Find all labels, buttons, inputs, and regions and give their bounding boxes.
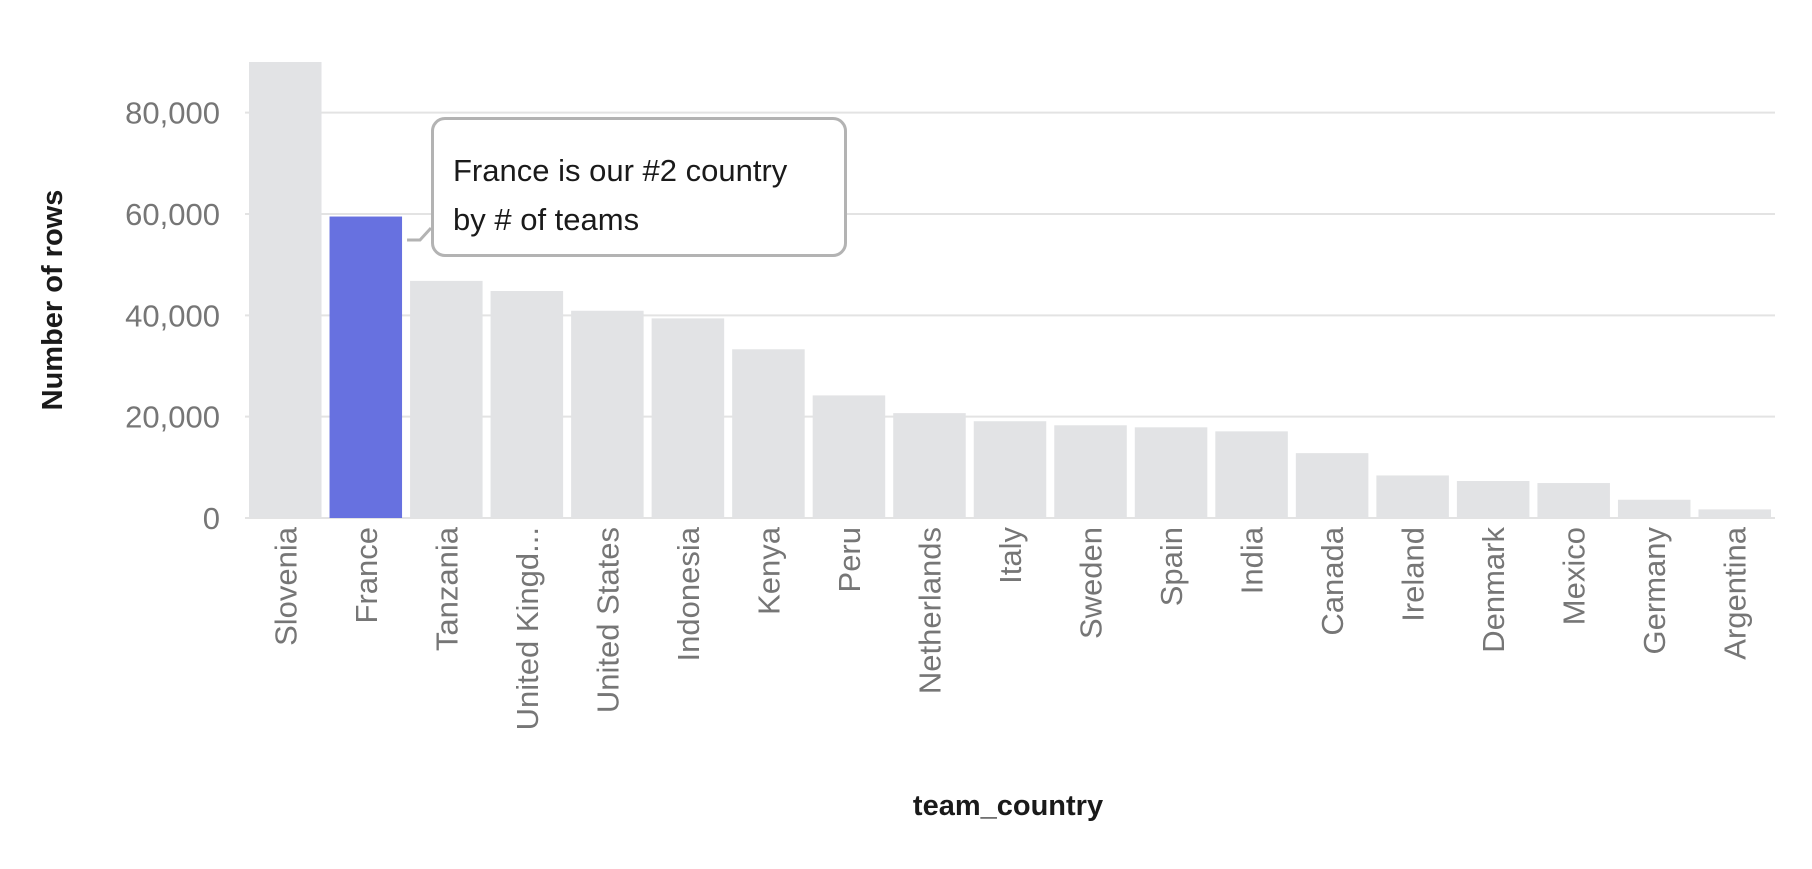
annotation-text: France is our #2 country by # of teams <box>453 153 788 237</box>
x-tick-label: Denmark <box>1476 527 1511 653</box>
bar[interactable] <box>249 62 322 518</box>
bar[interactable] <box>571 310 644 518</box>
x-tick-label: Kenya <box>751 526 786 615</box>
bars <box>249 62 1771 519</box>
x-tick-label: Germany <box>1637 527 1672 655</box>
bar[interactable] <box>1698 509 1771 518</box>
bar[interactable] <box>1617 499 1691 518</box>
bar[interactable] <box>1215 431 1288 518</box>
y-tick-label: 80,000 <box>125 96 220 131</box>
x-tick-label: Italy <box>993 527 1028 584</box>
bar[interactable] <box>1295 453 1369 518</box>
x-tick-label: Sweden <box>1074 527 1109 639</box>
bar[interactable] <box>1456 481 1530 518</box>
y-tick-label: 20,000 <box>125 400 220 435</box>
x-tick-label: Spain <box>1154 527 1189 606</box>
bar[interactable] <box>410 280 483 518</box>
x-tick-label: Netherlands <box>912 527 947 694</box>
x-tick-label: India <box>1235 526 1270 594</box>
bar[interactable] <box>651 318 725 518</box>
annotation-connector-line <box>407 226 433 242</box>
bar[interactable] <box>1054 425 1127 518</box>
bar[interactable] <box>1376 475 1449 518</box>
y-axis-title: Number of rows <box>37 190 69 411</box>
x-tick-label: Argentina <box>1718 526 1753 659</box>
x-tick-label: Tanzania <box>429 526 464 651</box>
x-tick-label: France <box>349 527 384 623</box>
bar[interactable] <box>893 413 966 518</box>
x-axis-title: team_country <box>913 790 1103 822</box>
x-tick-label: United States <box>590 527 625 713</box>
x-tick-label: Mexico <box>1557 527 1592 625</box>
bar[interactable] <box>812 395 886 518</box>
annotation-connector <box>407 226 433 242</box>
bar-highlighted[interactable] <box>329 216 403 519</box>
bar[interactable] <box>732 349 805 518</box>
bar[interactable] <box>973 421 1047 518</box>
bar[interactable] <box>1537 483 1610 518</box>
y-tick-label: 40,000 <box>125 298 220 333</box>
annotation-callout: France is our #2 country by # of teams <box>431 117 847 257</box>
x-axis-ticks: Slovenia France Tanzania United Kingd... Uni… <box>268 526 1752 730</box>
x-tick-label: Indonesia <box>671 526 706 661</box>
y-tick-label: 60,000 <box>125 197 220 232</box>
y-tick-label: 0 <box>203 501 220 536</box>
x-tick-label: Peru <box>832 527 867 592</box>
y-axis-ticks: 0 20,000 40,000 60,000 80,000 <box>125 96 220 536</box>
x-tick-label: Canada <box>1315 526 1350 635</box>
x-tick-label: Ireland <box>1396 527 1431 622</box>
bar[interactable] <box>490 291 564 518</box>
x-tick-label: Slovenia <box>268 526 303 646</box>
bar[interactable] <box>1134 427 1208 518</box>
x-tick-label: United Kingd... <box>510 527 545 730</box>
